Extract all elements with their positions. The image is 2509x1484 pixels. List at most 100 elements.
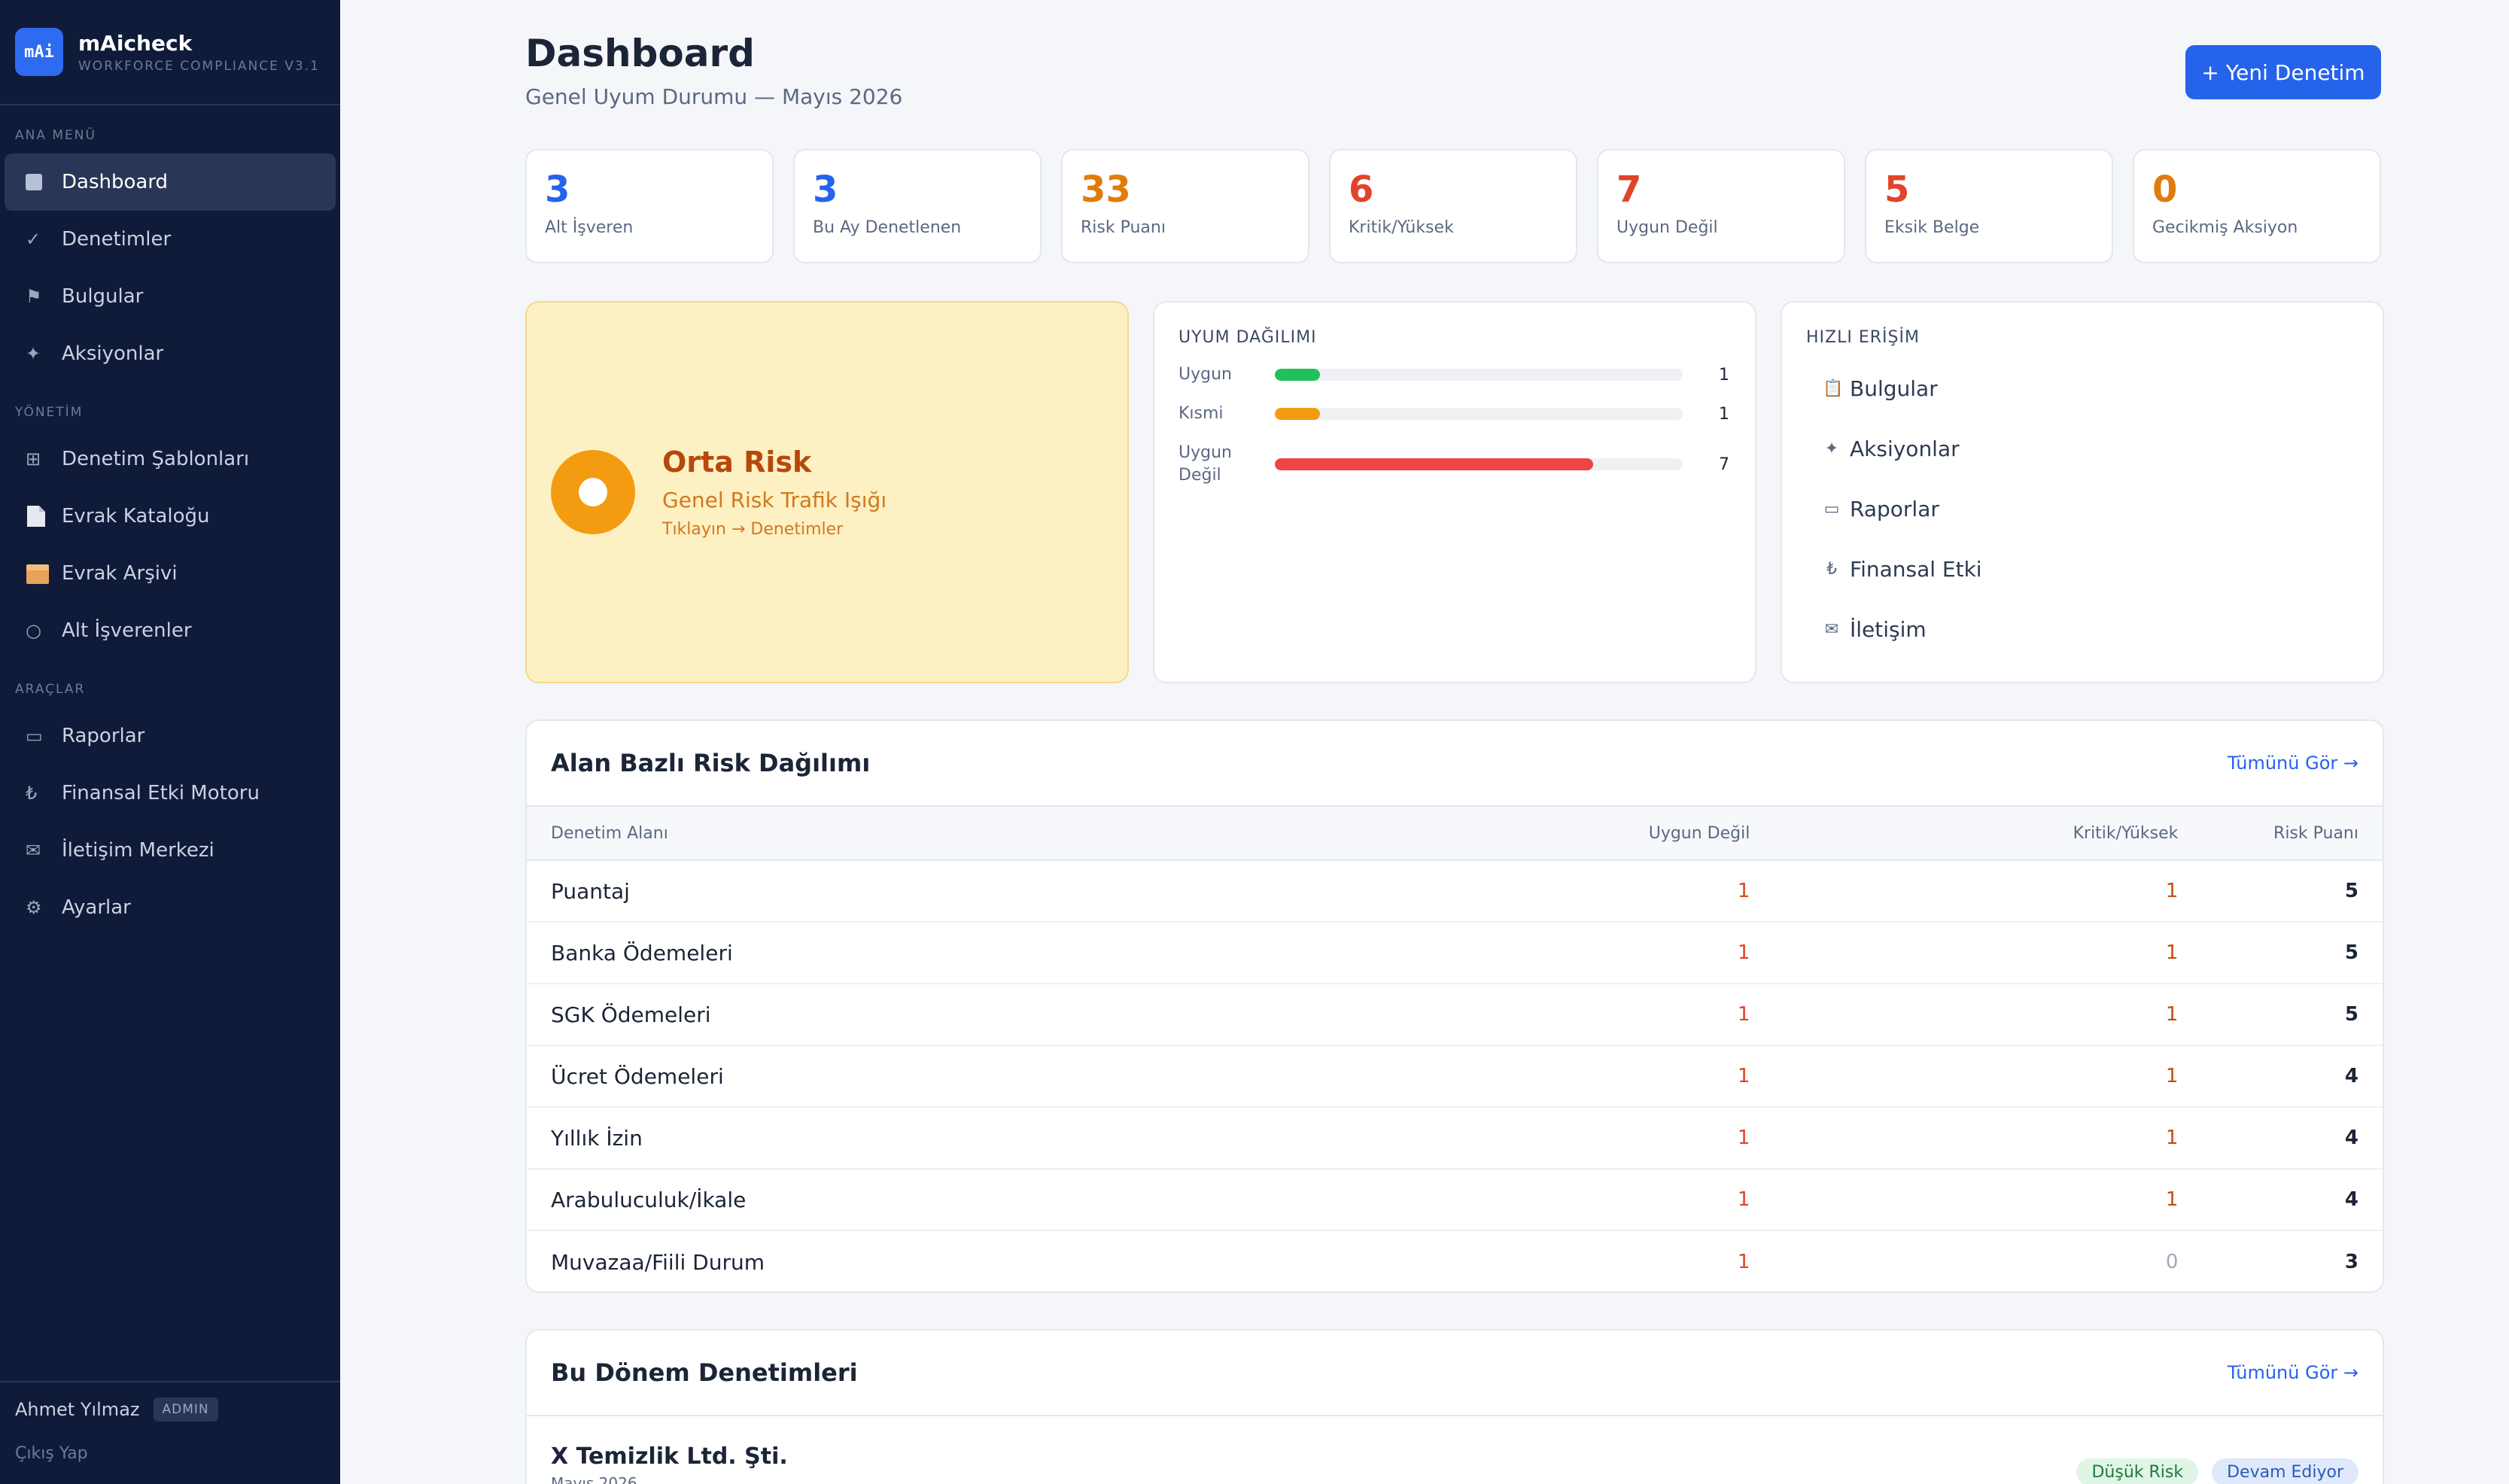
stat-card-risk-puani[interactable]: 33 Risk Puanı bbox=[1061, 149, 1309, 263]
dist-bar-fill bbox=[1275, 369, 1320, 381]
circle-icon: ○ bbox=[26, 620, 41, 641]
critical-cell: 1 bbox=[2165, 880, 2179, 902]
document-icon bbox=[26, 504, 62, 528]
risk-score-cell: 4 bbox=[2344, 1188, 2358, 1211]
table-row[interactable]: SGK Ödemeleri 1 1 5 bbox=[527, 984, 2383, 1046]
risk-score-cell: 5 bbox=[2344, 880, 2358, 902]
brand-logo[interactable]: mAi bbox=[15, 28, 63, 76]
role-badge: ADMIN bbox=[153, 1397, 218, 1422]
quick-link-bulgular[interactable]: 📋 Bulgular bbox=[1823, 369, 2358, 407]
stat-card-bu-ay-denetlenen[interactable]: 3 Bu Ay Denetlenen bbox=[793, 149, 1042, 263]
dist-bar-track bbox=[1275, 369, 1683, 381]
sidebar-item-denetim-sablonlari[interactable]: ⊞ Denetim Şablonları bbox=[5, 430, 336, 488]
sidebar-item-label: Alt İşverenler bbox=[62, 619, 192, 642]
risk-score-cell: 3 bbox=[2344, 1251, 2358, 1273]
stat-value: 3 bbox=[813, 169, 838, 211]
dist-label: Uygun Değil bbox=[1178, 443, 1232, 485]
sidebar-item-denetimler[interactable]: ✓ Denetimler bbox=[5, 211, 336, 268]
table-row[interactable]: Yıllık İzin 1 1 4 bbox=[527, 1108, 2383, 1169]
section-title: ARAÇLAR bbox=[15, 682, 86, 697]
column-header[interactable]: Uygun Değil bbox=[1648, 823, 1750, 843]
lira-icon: ₺ bbox=[1826, 559, 1837, 579]
table-row[interactable]: Muvazaa/Fiili Durum 1 0 3 bbox=[527, 1231, 2383, 1293]
sidebar-item-alt-isverenler[interactable]: ○ Alt İşverenler bbox=[5, 602, 336, 659]
section-title: ANA MENÜ bbox=[15, 128, 96, 143]
sidebar-item-iletisim[interactable]: ✉ İletişim Merkezi bbox=[5, 822, 336, 879]
sidebar-item-aksiyonlar[interactable]: ✦ Aksiyonlar bbox=[5, 325, 336, 382]
sidebar-item-ayarlar[interactable]: ⚙ Ayarlar bbox=[5, 879, 336, 936]
dist-bar-track bbox=[1275, 408, 1683, 420]
area-cell: Yıllık İzin bbox=[551, 1125, 643, 1151]
quick-link-label: Aksiyonlar bbox=[1850, 436, 1960, 461]
column-header[interactable]: Risk Puanı bbox=[2273, 823, 2358, 843]
sidebar-item-label: Dashboard bbox=[62, 171, 169, 193]
lira-icon: ₺ bbox=[26, 783, 38, 804]
mail-icon: ✉ bbox=[26, 840, 41, 861]
critical-cell: 1 bbox=[2165, 1065, 2179, 1087]
area-cell: Arabuluculuk/İkale bbox=[551, 1187, 747, 1212]
stat-label: Risk Puanı bbox=[1081, 218, 1166, 237]
table-row[interactable]: Arabuluculuk/İkale 1 1 4 bbox=[527, 1169, 2383, 1231]
stat-label: Gecikmiş Aksiyon bbox=[2152, 218, 2298, 237]
table-row[interactable]: Banka Ödemeleri 1 1 5 bbox=[527, 923, 2383, 984]
non-compliant-cell: 1 bbox=[1737, 880, 1750, 902]
quick-link-aksiyonlar[interactable]: ✦ Aksiyonlar bbox=[1823, 430, 2358, 467]
see-all-link[interactable]: Tümünü Gör → bbox=[2227, 1362, 2358, 1383]
traffic-light-icon bbox=[551, 450, 635, 534]
logout-link[interactable]: Çıkış Yap bbox=[15, 1444, 88, 1463]
sidebar-item-evrak-katalogu[interactable]: Evrak Kataloğu bbox=[5, 488, 336, 545]
sidebar-item-bulgular[interactable]: ⚑ Bulgular bbox=[5, 268, 336, 325]
sidebar-item-label: İletişim Merkezi bbox=[62, 839, 214, 862]
column-header[interactable]: Kritik/Yüksek bbox=[2073, 823, 2179, 843]
nav-section-main: ANA MENÜ Dashboard ✓ Denetimler ⚑ Bulgul… bbox=[0, 105, 340, 382]
audit-info: X Temizlik Ltd. Şti. Mayıs 2026 bbox=[551, 1443, 788, 1484]
new-audit-button[interactable]: + Yeni Denetim bbox=[2185, 45, 2381, 99]
area-cell: Banka Ödemeleri bbox=[551, 940, 733, 966]
stat-card-gecikmis-aksiyon[interactable]: 0 Gecikmiş Aksiyon bbox=[2133, 149, 2381, 263]
stat-label: Alt İşveren bbox=[545, 218, 634, 237]
dist-label: Kısmi bbox=[1178, 404, 1224, 423]
section-title: YÖNETİM bbox=[15, 405, 84, 420]
sparkle-icon: ✦ bbox=[26, 343, 41, 364]
non-compliant-cell: 1 bbox=[1737, 1251, 1750, 1273]
sidebar-item-finansal-etki[interactable]: ₺ Finansal Etki Motoru bbox=[5, 765, 336, 822]
sidebar-item-label: Evrak Arşivi bbox=[62, 562, 178, 585]
quick-link-finansal-etki[interactable]: ₺ Finansal Etki bbox=[1823, 550, 2358, 588]
quick-access-card: HIZLI ERİŞİM 📋 Bulgular ✦ Aksiyonlar ▭ R… bbox=[1781, 301, 2384, 683]
dist-count: 7 bbox=[1719, 455, 1729, 474]
audit-list-item[interactable]: X Temizlik Ltd. Şti. Mayıs 2026 Düşük Ri… bbox=[527, 1416, 2383, 1484]
period-title: Bu Dönem Denetimleri bbox=[551, 1358, 858, 1387]
sidebar-item-dashboard[interactable]: Dashboard bbox=[5, 154, 336, 211]
quick-link-label: Finansal Etki bbox=[1850, 556, 1982, 582]
nav-section-management: YÖNETİM ⊞ Denetim Şablonları Evrak Katal… bbox=[0, 382, 340, 659]
table-row[interactable]: Ücret Ödemeleri 1 1 4 bbox=[527, 1046, 2383, 1108]
stat-value: 6 bbox=[1349, 169, 1374, 211]
stat-card-alt-isveren[interactable]: 3 Alt İşveren bbox=[525, 149, 774, 263]
stat-card-uygun-degil[interactable]: 7 Uygun Değil bbox=[1597, 149, 1845, 263]
critical-cell: 1 bbox=[2165, 1188, 2179, 1211]
quick-link-iletisim[interactable]: ✉ İletişim bbox=[1823, 610, 2358, 648]
stat-card-kritik-yuksek[interactable]: 6 Kritik/Yüksek bbox=[1329, 149, 1577, 263]
area-cell: SGK Ödemeleri bbox=[551, 1002, 711, 1027]
risk-subtitle: Genel Risk Trafik Işığı bbox=[662, 488, 887, 512]
see-all-link[interactable]: Tümünü Gör → bbox=[2227, 753, 2358, 774]
stat-card-eksik-belge[interactable]: 5 Eksik Belge bbox=[1865, 149, 2113, 263]
nav-section-tools: ARAÇLAR ▭ Raporlar ₺ Finansal Etki Motor… bbox=[0, 659, 340, 936]
panel-caption: HIZLI ERİŞİM bbox=[1806, 328, 1920, 347]
sidebar-item-label: Bulgular bbox=[62, 285, 144, 308]
area-risk-table-card: Alan Bazlı Risk Dağılımı Tümünü Gör → De… bbox=[525, 719, 2384, 1293]
company-name: X Temizlik Ltd. Şti. bbox=[551, 1443, 788, 1470]
stat-label: Eksik Belge bbox=[1884, 218, 1980, 237]
critical-cell: 1 bbox=[2165, 1127, 2179, 1149]
quick-link-raporlar[interactable]: ▭ Raporlar bbox=[1823, 490, 2358, 528]
dist-label: Uygun bbox=[1178, 365, 1232, 384]
sidebar-item-evrak-arsivi[interactable]: Evrak Arşivi bbox=[5, 545, 336, 602]
risk-badge: Düşük Risk bbox=[2076, 1458, 2199, 1484]
critical-cell: 1 bbox=[2165, 1003, 2179, 1026]
sidebar-item-label: Ayarlar bbox=[62, 896, 131, 919]
non-compliant-cell: 1 bbox=[1737, 1065, 1750, 1087]
column-header[interactable]: Denetim Alanı bbox=[551, 823, 668, 843]
table-row[interactable]: Puantaj 1 1 5 bbox=[527, 861, 2383, 923]
risk-traffic-light-card[interactable]: Orta Risk Genel Risk Trafik Işığı Tıklay… bbox=[525, 301, 1129, 683]
sidebar-item-raporlar[interactable]: ▭ Raporlar bbox=[5, 707, 336, 765]
